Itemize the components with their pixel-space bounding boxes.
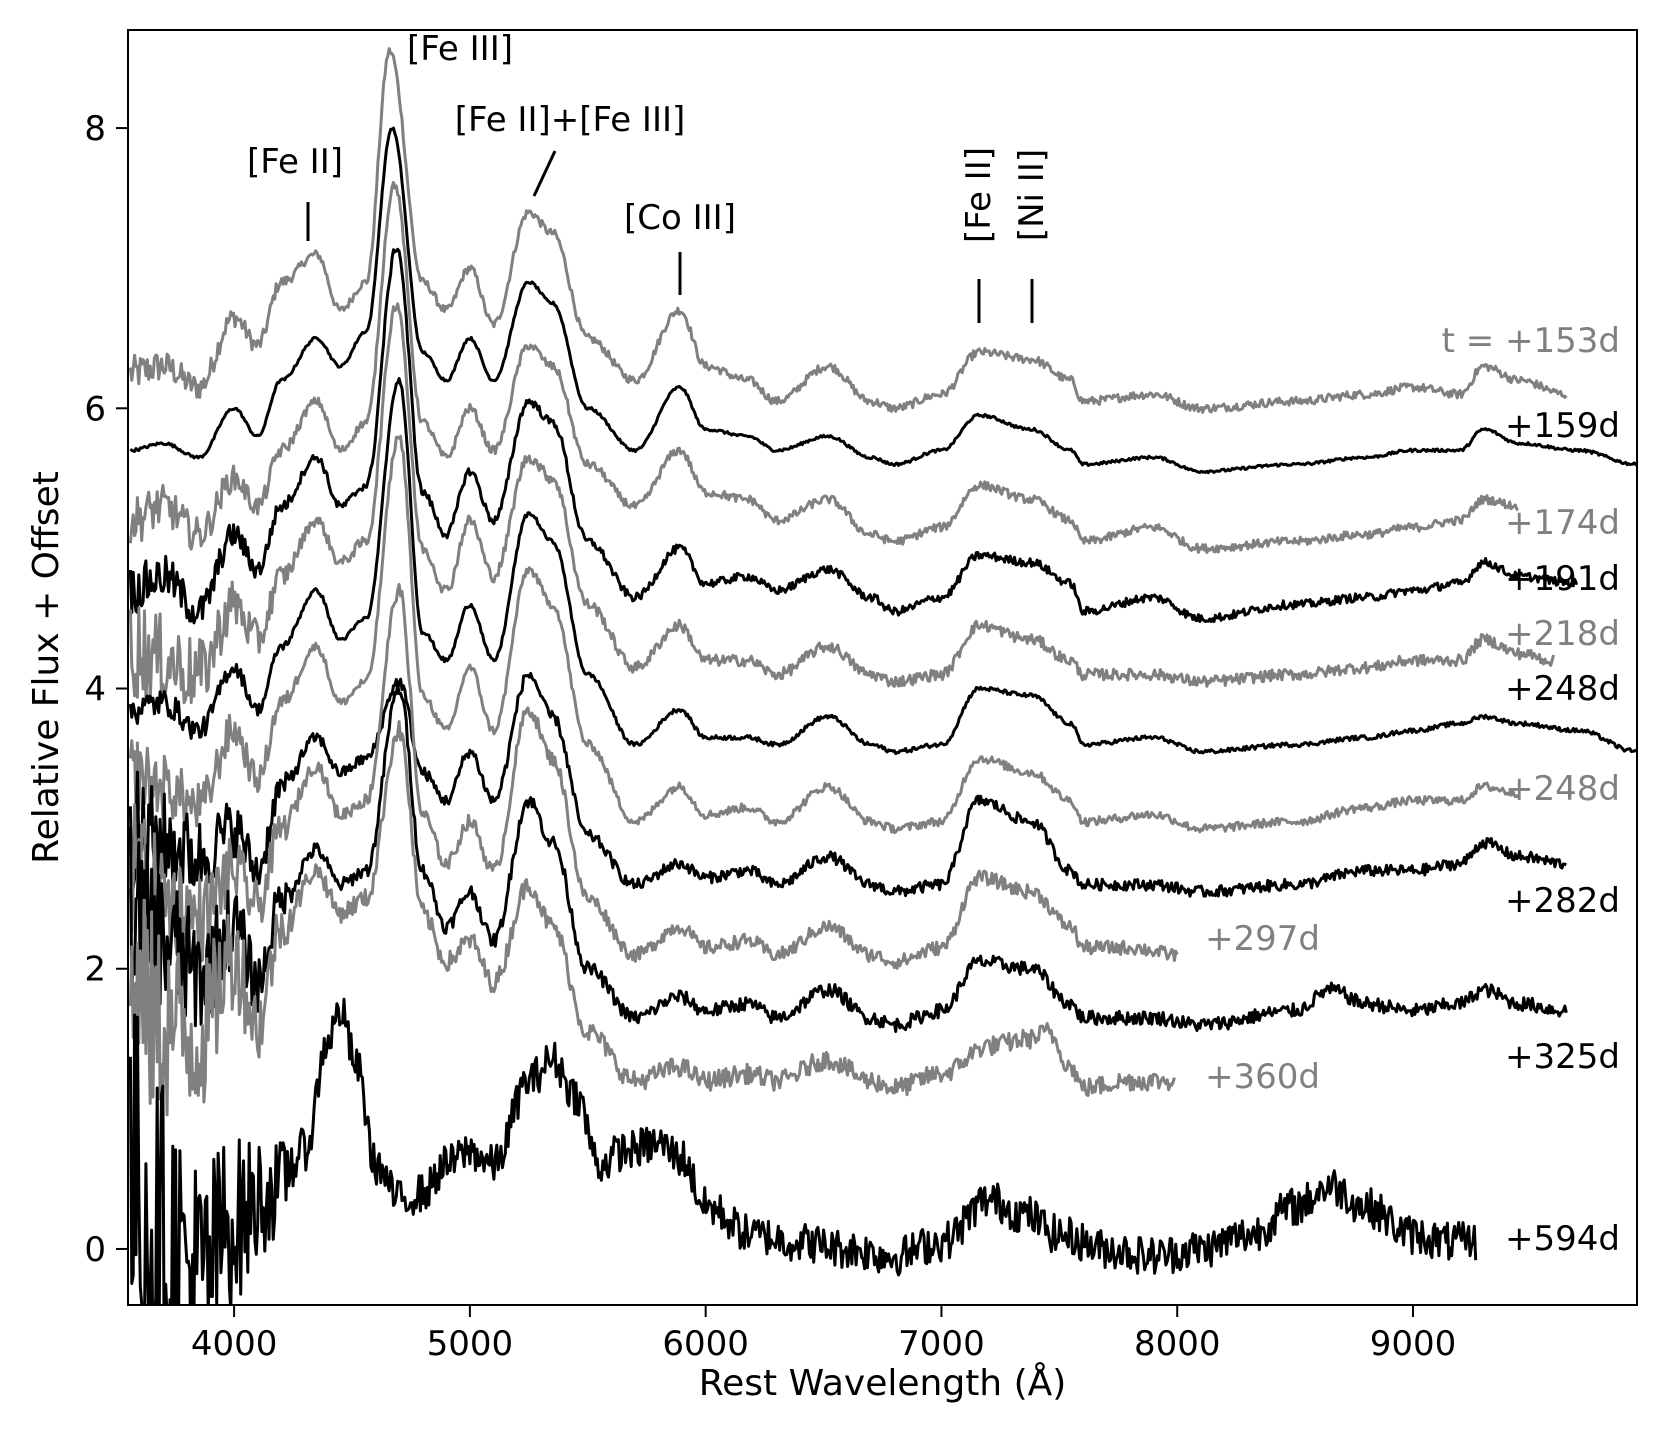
y-axis-title: Relative Flux + Offset [26, 471, 67, 864]
epoch-label: +325d [1505, 1037, 1620, 1077]
spectrum-line-10 [128, 682, 1568, 1033]
line-annotation-label: [Co III] [624, 198, 736, 238]
y-tick-label: 2 [84, 950, 106, 990]
spectrum-line-1 [128, 47, 1568, 414]
spectrum-line-7 [128, 434, 1520, 835]
x-tick-label: 4000 [191, 1324, 278, 1364]
line-annotation-marker [532, 150, 557, 197]
epoch-labels: t = +153d +159d +174d +191d +218d +248d +248d +… [1205, 321, 1620, 1259]
y-tick-label: 0 [84, 1230, 106, 1270]
line-annotation-label: [Fe II] [247, 142, 343, 182]
epoch-label: +248d [1505, 769, 1620, 809]
y-tick-label: 6 [84, 389, 106, 429]
spectrum-line-11 [128, 720, 1176, 1117]
epoch-label: t = +153d [1442, 321, 1620, 361]
x-axis-ticks: 4000 5000 6000 7000 8000 9000 [191, 1305, 1456, 1364]
x-axis-title: Rest Wavelength (Å) [699, 1361, 1067, 1404]
x-tick-label: 6000 [662, 1324, 749, 1364]
epoch-label: +594d [1505, 1219, 1620, 1259]
line-annotation-label: [Fe II] [959, 147, 999, 243]
epoch-label: +282d [1505, 881, 1620, 921]
spectrum-line-5 [128, 302, 1555, 705]
x-tick-label: 5000 [427, 1324, 514, 1364]
x-tick-label: 9000 [1370, 1324, 1457, 1364]
spectrum-line-3 [128, 180, 1520, 554]
epoch-label: +218d [1505, 614, 1620, 654]
epoch-label: +159d [1505, 406, 1620, 446]
epoch-label: +248d [1505, 669, 1620, 709]
epoch-label: +297d [1205, 919, 1320, 959]
epoch-label: +191d [1505, 559, 1620, 599]
spectrum-line-2 [129, 126, 1637, 475]
spectrum-line-4 [128, 247, 1578, 625]
y-tick-label: 8 [84, 109, 106, 149]
x-tick-label: 7000 [898, 1324, 985, 1364]
spectrum-line-8 [128, 671, 1567, 898]
plot-frame [127, 29, 1638, 1306]
x-tick-label: 8000 [1134, 1324, 1221, 1364]
spectrum-line-12 [128, 997, 1478, 1305]
y-tick-label: 4 [84, 670, 106, 710]
line-annotations: [Fe II] [Fe III] [Fe II]+[Fe III] [Co III] [… [247, 29, 1052, 323]
line-annotation-label: [Fe III] [407, 29, 513, 69]
line-annotation-label: [Fe II]+[Fe III] [455, 100, 686, 140]
spectrum-line-9 [128, 582, 1179, 970]
epoch-label: +174d [1505, 503, 1620, 543]
plot-area [128, 47, 1637, 1305]
epoch-label: +360d [1205, 1057, 1320, 1097]
y-axis-ticks: 0 2 4 6 8 [84, 109, 128, 1270]
line-annotation-label: [Ni II] [1012, 149, 1052, 241]
spectrum-line-6 [128, 377, 1637, 756]
